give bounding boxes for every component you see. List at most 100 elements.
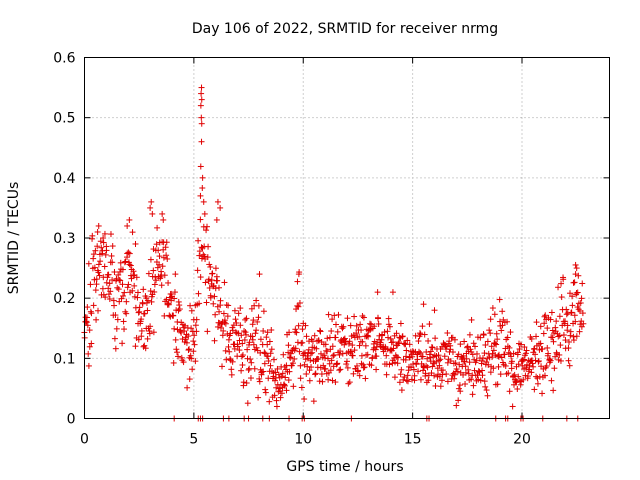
data-point bbox=[244, 346, 251, 353]
data-point bbox=[417, 376, 424, 383]
data-point bbox=[336, 351, 343, 358]
data-point bbox=[315, 337, 322, 344]
data-point bbox=[547, 357, 554, 364]
data-point bbox=[324, 348, 331, 355]
data-point bbox=[196, 252, 203, 259]
data-point bbox=[125, 281, 132, 288]
data-point bbox=[373, 366, 380, 373]
data-point bbox=[198, 90, 205, 97]
data-point bbox=[161, 272, 168, 279]
data-point bbox=[309, 349, 316, 356]
data-point bbox=[204, 328, 211, 335]
data-point bbox=[185, 347, 192, 354]
data-point bbox=[200, 198, 207, 205]
data-point bbox=[216, 308, 223, 315]
data-point bbox=[242, 329, 249, 336]
data-point bbox=[359, 338, 366, 345]
data-point bbox=[237, 322, 244, 329]
data-point bbox=[295, 271, 302, 278]
data-point bbox=[198, 84, 205, 91]
data-point bbox=[487, 316, 494, 323]
data-point bbox=[106, 280, 113, 287]
data-point bbox=[250, 317, 257, 324]
data-point bbox=[148, 298, 155, 305]
data-point bbox=[566, 362, 573, 369]
data-point bbox=[277, 394, 284, 401]
data-point bbox=[531, 386, 538, 393]
data-point bbox=[186, 346, 193, 353]
data-point bbox=[198, 120, 205, 127]
data-point bbox=[159, 263, 166, 270]
data-point bbox=[159, 210, 166, 217]
data-point bbox=[253, 327, 260, 334]
data-point bbox=[185, 333, 192, 340]
data-point bbox=[345, 380, 352, 387]
data-point bbox=[299, 326, 306, 333]
data-point bbox=[553, 318, 560, 325]
data-point bbox=[422, 370, 429, 377]
data-point bbox=[325, 376, 332, 383]
data-point bbox=[192, 322, 199, 329]
data-point bbox=[436, 362, 443, 369]
data-point bbox=[265, 357, 272, 364]
data-point bbox=[578, 323, 585, 330]
data-point bbox=[138, 327, 145, 334]
data-point bbox=[165, 301, 172, 308]
data-point bbox=[572, 271, 579, 278]
data-point bbox=[224, 313, 231, 320]
data-point bbox=[198, 244, 205, 251]
data-point bbox=[109, 259, 116, 266]
y-tick-label: 0.1 bbox=[53, 351, 75, 367]
data-point bbox=[471, 343, 478, 350]
data-point bbox=[344, 315, 351, 322]
data-point bbox=[131, 293, 138, 300]
data-point bbox=[188, 307, 195, 314]
data-point bbox=[347, 322, 354, 329]
data-point bbox=[358, 352, 365, 359]
data-point bbox=[225, 336, 232, 343]
data-point bbox=[163, 252, 170, 259]
data-point bbox=[117, 277, 124, 284]
data-point bbox=[453, 402, 460, 409]
x-tick-label: 0 bbox=[80, 432, 89, 448]
data-point bbox=[462, 363, 469, 370]
data-point bbox=[94, 243, 101, 250]
data-point bbox=[175, 353, 182, 360]
data-point bbox=[264, 329, 271, 336]
data-point bbox=[151, 281, 158, 288]
data-point bbox=[93, 281, 100, 288]
data-point bbox=[573, 265, 580, 272]
data-point bbox=[291, 355, 298, 362]
data-point bbox=[383, 352, 390, 359]
data-point bbox=[334, 360, 341, 367]
data-point bbox=[403, 347, 410, 354]
data-point bbox=[299, 339, 306, 346]
data-point bbox=[115, 286, 122, 293]
data-point bbox=[271, 392, 278, 399]
data-point bbox=[296, 299, 303, 306]
data-point bbox=[565, 338, 572, 345]
data-point bbox=[436, 357, 443, 364]
data-point bbox=[146, 330, 153, 337]
data-point bbox=[479, 355, 486, 362]
data-point bbox=[260, 368, 267, 375]
data-point bbox=[514, 349, 521, 356]
data-point bbox=[438, 377, 445, 384]
data-point bbox=[122, 258, 129, 265]
data-point bbox=[97, 238, 104, 245]
data-point bbox=[572, 318, 579, 325]
data-point bbox=[336, 367, 343, 374]
data-point bbox=[573, 333, 580, 340]
data-point bbox=[300, 350, 307, 357]
data-point bbox=[197, 192, 204, 199]
data-point bbox=[103, 247, 110, 254]
data-point bbox=[415, 338, 422, 345]
data-point bbox=[506, 388, 513, 395]
data-point bbox=[451, 371, 458, 378]
data-point bbox=[494, 336, 501, 343]
data-point bbox=[306, 377, 313, 384]
data-point bbox=[397, 371, 404, 378]
data-point bbox=[484, 392, 491, 399]
data-point bbox=[550, 338, 557, 345]
